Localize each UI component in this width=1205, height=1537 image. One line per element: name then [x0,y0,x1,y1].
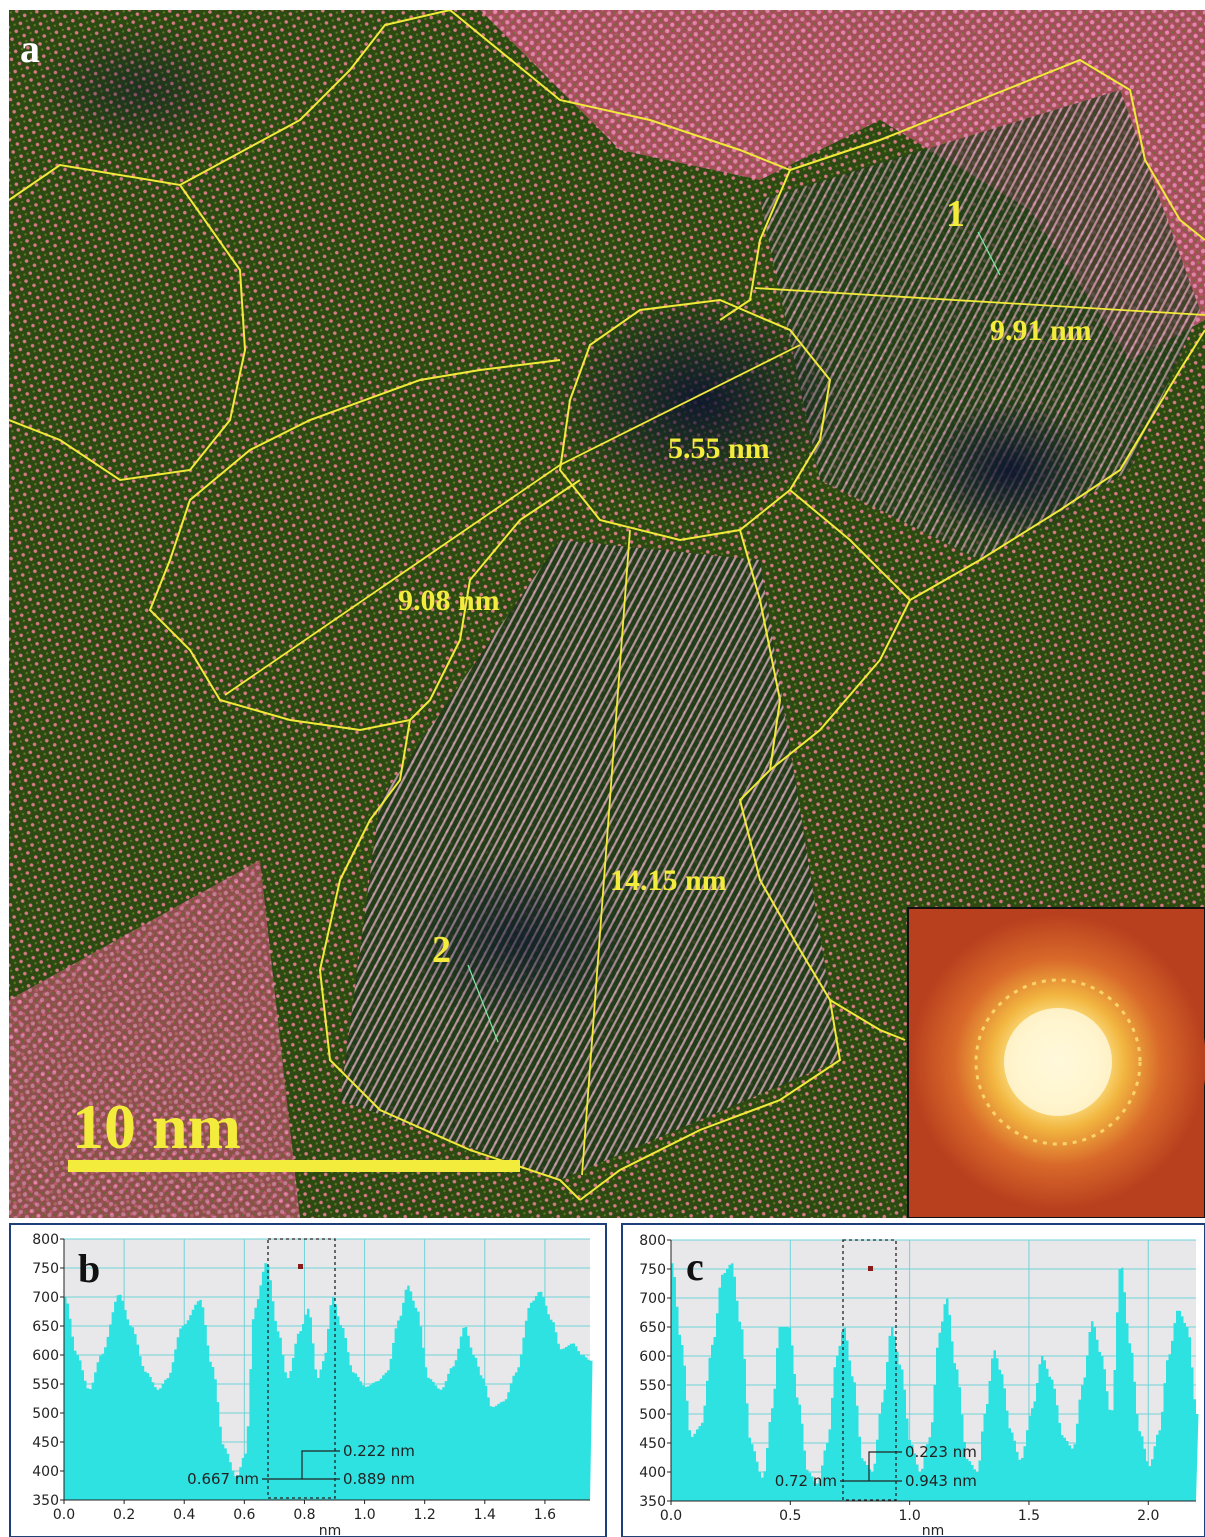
y-tick-label: 700 [32,1290,59,1306]
boundary [789,58,1205,241]
y-tick-label: 350 [639,1494,666,1510]
boundary [409,479,581,721]
cursor-marker-c [868,1266,873,1271]
panel-letter-a: a [20,26,40,71]
y-tick-label: 450 [32,1435,59,1451]
fft-center [1004,1008,1112,1116]
dark-spot [400,850,640,1030]
x-tick-label: 0.0 [53,1507,75,1523]
profile-area-b [64,1263,593,1500]
measurement-label-14-15: 14.15 nm [610,864,727,897]
y-tick-label: 600 [32,1348,59,1364]
y-tick-label: 600 [639,1349,666,1365]
x-tick-label: 1.0 [353,1507,375,1523]
scale-bar-label: 10 nm [72,1091,241,1162]
y-tick-label: 450 [639,1436,666,1452]
grain-label-1: 1 [946,193,965,235]
x-axis-c: 0.0 0.5 1.0 1.5 2.0 [660,1500,1196,1524]
y-tick-label: 800 [32,1232,59,1248]
y-tick-label: 550 [639,1378,666,1394]
x-tick-label: 1.2 [414,1507,436,1523]
y-axis-b: 800 750 700 650 600 550 500 450 400 350 [32,1232,65,1509]
d-spacing-line-2 [467,964,499,1043]
measure-lines-c [840,1451,902,1482]
boundary [148,359,561,732]
boundary [9,10,451,201]
x-axis-label-b: nm [319,1523,342,1537]
x-tick-label: 1.0 [899,1508,921,1524]
x-tick-label: 0.8 [293,1507,315,1523]
x-axis-b: 0.0 0.2 0.4 0.6 0.8 1.0 1.2 1.4 1.6 [53,1499,590,1523]
x-tick-label: 0.0 [660,1508,682,1524]
x-axis-label-c: nm [922,1523,945,1537]
y-tick-label: 500 [639,1407,666,1423]
measurement-label-9-91: 9.91 nm [990,314,1092,347]
measurement-label-5-55: 5.55 nm [668,432,770,465]
y-tick-label: 550 [32,1377,59,1393]
dark-particle [550,290,850,510]
x-tick-label: 1.6 [534,1507,556,1523]
profile-area-c [671,1263,1199,1501]
measure-lines-b [262,1450,340,1480]
y-tick-label: 650 [639,1320,666,1336]
measure-label-c-delta: 0.223 nm [905,1443,977,1461]
y-tick-label: 800 [639,1233,666,1249]
scale-bar [68,1160,520,1172]
selection-box-c [842,1239,897,1501]
cursor-marker-b [298,1264,303,1269]
panel-letter-b: b [78,1246,100,1291]
boundary [829,999,906,1041]
measurement-line-4 [581,529,631,1176]
grain-boundaries [9,10,1205,1201]
panel-b-line-profile: 800 750 700 650 600 550 500 450 400 350 0.0 0.2 0.4… [9,1223,607,1537]
boundary [579,529,842,1201]
d-spacing-markers [467,231,1001,1043]
boundary [789,489,911,601]
x-tick-label: 2.0 [1137,1508,1159,1524]
panel-a-hrtem-image: a 1 2 9.91 nm 5.55 nm 9.08 nm 14.15 nm 1… [9,10,1205,1218]
panel-c-line-profile: 800 750 700 650 600 550 500 450 400 350 0.0 0.5 1.0… [621,1223,1205,1537]
x-tick-label: 1.5 [1018,1508,1040,1524]
panel-letter-c: c [686,1244,704,1289]
x-tick-label: 1.4 [474,1507,496,1523]
measurement-label-9-08: 9.08 nm [398,584,500,617]
pink-region-lower [9,860,300,1218]
x-tick-label: 0.2 [113,1507,135,1523]
y-axis-c: 800 750 700 650 600 550 500 450 400 350 [639,1233,672,1510]
y-tick-label: 700 [639,1291,666,1307]
dark-spot [920,400,1100,540]
x-tick-label: 0.5 [779,1508,801,1524]
fft-inset [907,907,1205,1218]
measure-label-c-end: 0.943 nm [905,1472,977,1490]
boundary [449,10,792,321]
boundary [769,329,1205,771]
boundary [9,184,247,482]
y-tick-label: 350 [32,1493,59,1509]
grain-2-lattice [340,540,840,1180]
d-spacing-line-1 [977,231,1001,276]
measurement-line-2 [559,344,801,466]
grain-label-2: 2 [432,929,451,971]
measure-label-b-delta: 0.222 nm [343,1442,415,1460]
y-tick-label: 650 [32,1319,59,1335]
measure-label-b-start: 0.667 nm [187,1470,259,1488]
y-tick-label: 500 [32,1406,59,1422]
selection-box-b [267,1238,336,1499]
measurement-lines [224,287,1205,1176]
fft-ring [974,978,1142,1146]
measure-label-b-end: 0.889 nm [343,1470,415,1488]
measure-label-c-start: 0.72 nm [775,1472,837,1490]
y-tick-label: 750 [639,1262,666,1278]
dark-spot [30,20,250,160]
y-tick-label: 400 [639,1465,666,1481]
pink-region [480,10,1205,360]
measurement-line-3 [224,464,561,696]
y-tick-label: 400 [32,1464,59,1480]
y-tick-label: 750 [32,1261,59,1277]
measurement-line-1 [754,287,1205,316]
x-tick-label: 0.6 [233,1507,255,1523]
x-tick-label: 0.4 [173,1507,195,1523]
